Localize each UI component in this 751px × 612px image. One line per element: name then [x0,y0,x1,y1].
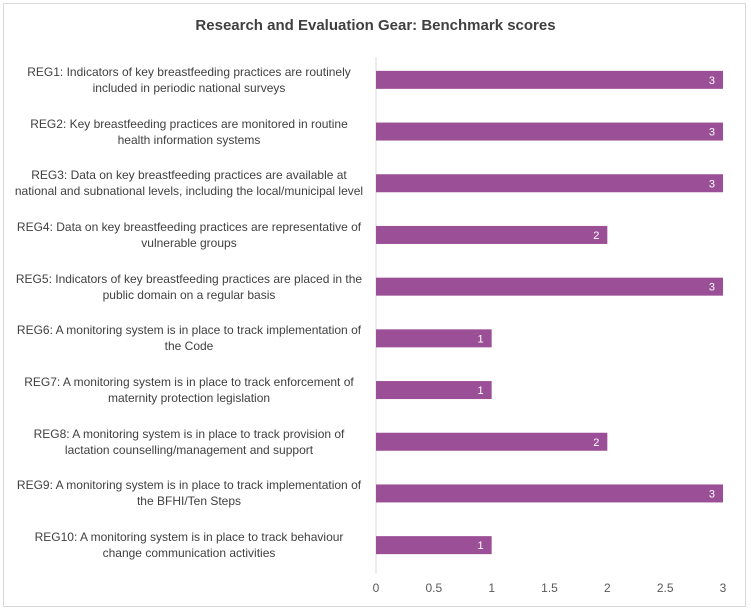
bar-2 [376,122,723,141]
x-tick-label-6: 3 [720,581,727,595]
data-label-1: 3 [709,75,715,87]
bar-7 [376,381,492,400]
x-tick-label-3: 1.5 [541,581,558,595]
data-label-2: 3 [709,127,715,139]
category-label-4: REG4: Data on key breastfeeding practice… [16,219,362,250]
bar-1 [376,70,723,89]
bar-4 [376,225,608,244]
category-label-8: REG8: A monitoring system is in place to… [33,426,345,457]
x-tick-label-1: 0.5 [425,581,442,595]
data-label-7: 1 [478,385,484,397]
category-label-6: REG6: A monitoring system is in place to… [16,323,362,354]
bar-6 [376,329,492,348]
bar-5 [376,277,723,296]
category-label-5: REG5: Indicators of key breastfeeding pr… [15,271,363,302]
chart-frame [3,3,746,607]
x-tick-label-4: 2 [604,581,611,595]
bar-8 [376,432,608,451]
category-label-1: REG1: Indicators of key breastfeeding pr… [27,64,351,95]
category-label-3: REG3: Data on key breastfeeding practice… [14,168,364,199]
category-label-7: REG7: A monitoring system is in place to… [24,375,354,406]
data-label-4: 2 [593,230,599,242]
data-label-8: 2 [593,437,599,449]
chart-title: Research and Evaluation Gear: Benchmark … [195,17,556,34]
data-label-6: 1 [478,333,484,345]
data-label-9: 3 [709,488,715,500]
x-tick-label-0: 0 [373,581,380,595]
x-tick-label-5: 2.5 [657,581,674,595]
category-label-2: REG2: Key breastfeeding practices are mo… [30,116,348,147]
data-label-5: 3 [709,282,715,294]
bar-10 [376,536,492,555]
category-label-9: REG9: A monitoring system is in place to… [16,478,362,509]
data-label-3: 3 [709,178,715,190]
category-label-10: REG10: A monitoring system is in place t… [34,530,344,561]
x-tick-label-2: 1 [488,581,495,595]
bar-9 [376,484,723,503]
bar-3 [376,174,723,193]
data-label-10: 1 [478,540,484,552]
